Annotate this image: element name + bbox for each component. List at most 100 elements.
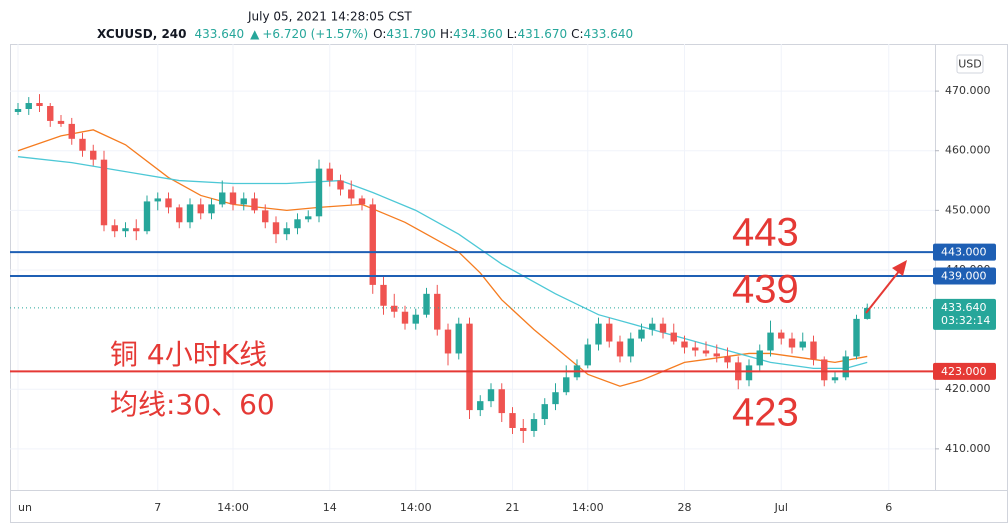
candle-body (670, 332, 677, 342)
candle-body (240, 198, 247, 205)
candle-body (767, 332, 774, 351)
candle-body (638, 329, 645, 339)
candle-body (412, 314, 419, 324)
candle-body (509, 413, 516, 428)
field-label: C: (571, 27, 583, 41)
candle-body (423, 293, 430, 315)
price-badge-label: 423.000 (941, 365, 987, 378)
annotation: 均线:30、60 (110, 388, 275, 421)
candle-body (57, 120, 65, 124)
currency[interactable]: USD (958, 58, 982, 71)
candle-body (799, 341, 806, 348)
candle-body (595, 323, 602, 345)
countdown: 03:32:14 (941, 314, 990, 327)
price-badge (933, 267, 996, 285)
last-price-badge (933, 298, 996, 330)
annotation: 439 (732, 268, 799, 312)
candle-body (681, 341, 688, 348)
candle-body (294, 219, 301, 229)
x-tick-label: 14:00 (217, 501, 249, 514)
symbol-info: XCUUSD, 240 433.640 ▲ +6.720 (+1.57%) O:431.… (97, 27, 633, 41)
field-value: 431.670 (517, 27, 567, 41)
candle-body (713, 353, 720, 357)
x-tick-label: 14:00 (400, 501, 432, 514)
price-badge (933, 362, 996, 380)
candle-body (348, 189, 355, 199)
candle-body (434, 293, 441, 330)
field-value: 431.790 (386, 27, 436, 41)
price-badge (933, 243, 996, 261)
candle-body (498, 389, 505, 414)
candle-body (143, 201, 151, 232)
moving-average (17, 129, 868, 387)
candle-body (831, 377, 839, 381)
x-tick-label: 7 (154, 501, 161, 514)
candle-body (530, 419, 538, 431)
candle-body (606, 323, 613, 342)
x-tick-label: 21 (506, 501, 520, 514)
candle-body (702, 350, 710, 354)
candle-body (584, 344, 591, 366)
candle-body (821, 359, 828, 381)
candle-body (627, 338, 634, 357)
last-price-label: 433.640 (941, 301, 987, 314)
candle-body (68, 123, 75, 139)
candle-body (455, 323, 462, 354)
currency-box[interactable] (956, 54, 984, 74)
candle-body (176, 207, 183, 223)
plot-area (10, 44, 935, 490)
candle-body (520, 427, 527, 431)
candle-body (262, 210, 269, 223)
price-axis: 470.000460.000450.000440.000420.000410.0… (933, 84, 996, 455)
annotation: 443 (732, 211, 799, 255)
candle-body (692, 347, 699, 351)
candle-body (466, 323, 473, 411)
change-arrow: ▲ (250, 27, 260, 41)
candle-body (391, 305, 398, 312)
candle-body (810, 341, 817, 360)
x-tick-label: 14 (323, 501, 337, 514)
y-tick-label: 420.000 (945, 382, 991, 395)
annotation: 423 (732, 391, 799, 435)
candle-body (208, 204, 215, 214)
field-value: 433.640 (584, 27, 634, 41)
y-tick-label: 410.000 (945, 442, 991, 455)
candle-body (315, 168, 323, 217)
last-price: 433.640 (195, 27, 245, 41)
candle-body (165, 198, 172, 208)
candle-body (853, 318, 860, 357)
candle-body (444, 329, 452, 354)
candle-body (380, 284, 387, 306)
candle-body (47, 106, 54, 121)
candle-body (477, 401, 484, 411)
candle-body (778, 332, 785, 339)
field-label: O: (373, 27, 386, 41)
candle-body (283, 228, 290, 235)
candle-body (842, 356, 849, 378)
candle-body (197, 204, 204, 214)
change: +6.720 (+1.57%) (262, 27, 368, 41)
candle-body (122, 228, 129, 232)
field-value: 434.360 (453, 27, 503, 41)
candle-body (552, 392, 559, 405)
candle-body (864, 307, 871, 319)
field-label: L: (507, 27, 518, 41)
candle-body (186, 204, 194, 223)
arrow-head (892, 260, 907, 276)
candle-body (90, 150, 97, 160)
symbol: XCUUSD, 240 (97, 27, 187, 41)
candle-body (724, 356, 731, 363)
x-tick-label: un (18, 501, 32, 514)
candle-body (79, 138, 86, 151)
candle-body (14, 108, 22, 112)
candle-body (756, 350, 763, 366)
y-tick-label: 450.000 (945, 203, 991, 216)
candle-body (219, 192, 226, 205)
x-tick-label: 28 (678, 501, 692, 514)
candle-body (788, 338, 796, 348)
candle-body (616, 341, 624, 357)
candle-body (487, 389, 495, 402)
price-badge-label: 439.000 (941, 269, 987, 282)
